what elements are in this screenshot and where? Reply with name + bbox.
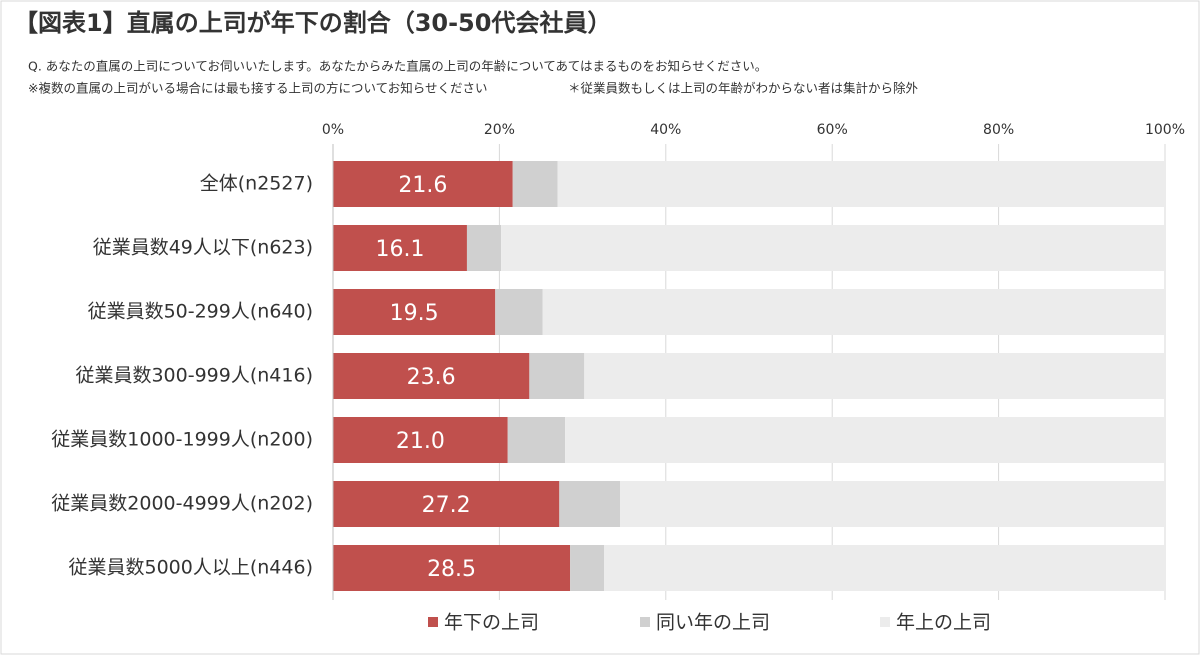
x-tick-label: 0%: [322, 122, 344, 138]
y-tick-label: 従業員数2000-4999人(n202): [51, 493, 313, 515]
legend-label: 同い年の上司: [656, 612, 770, 634]
legend-label: 年下の上司: [444, 612, 539, 634]
y-tick-label: 従業員数1000-1999人(n200): [51, 429, 313, 451]
y-tick-label: 従業員数50-299人(n640): [88, 301, 313, 323]
bar-segment: [333, 353, 530, 399]
question: Q. あなたの直属の上司についてお伺いいたします。あなたからみた直属の上司の年齢…: [28, 59, 767, 74]
x-tick-label: 100%: [1145, 122, 1185, 138]
bar-segment: [466, 225, 502, 271]
x-tick-label: 40%: [650, 122, 681, 138]
y-tick-label: 従業員数5000人以上(n446): [69, 557, 314, 579]
bar-segment: [584, 353, 1165, 399]
bar-segment: [333, 481, 560, 527]
note: ＊従業員数もしくは上司の年齢がわからない者は集計から除外: [568, 81, 919, 96]
bar-segment: [495, 289, 543, 335]
note: ※複数の直属の上司がいる場合には最も接する上司の方についてお知らせください: [28, 81, 487, 96]
legend-swatch: [880, 617, 890, 627]
data-label: 19.5: [390, 301, 439, 326]
legend-swatch: [640, 617, 650, 627]
data-label: 21.0: [396, 429, 445, 454]
bar-segment: [620, 481, 1165, 527]
legend-swatch: [428, 617, 438, 627]
bar-segment: [559, 481, 621, 527]
bar-segment: [507, 417, 566, 463]
x-tick-label: 80%: [983, 122, 1014, 138]
bar-segment: [542, 289, 1165, 335]
x-tick-label: 20%: [484, 122, 515, 138]
legend-label: 年上の上司: [896, 612, 991, 634]
data-label: 28.5: [427, 557, 476, 582]
bar-segment: [557, 161, 1165, 207]
y-tick-label: 全体(n2527): [200, 173, 313, 195]
bar-segment: [529, 353, 585, 399]
data-label: 16.1: [375, 237, 424, 262]
data-label: 23.6: [407, 365, 456, 390]
bar-segment: [333, 417, 508, 463]
bar-segment: [333, 225, 467, 271]
bar-segment: [512, 161, 558, 207]
bar-segment: [333, 161, 513, 207]
bar-segment: [501, 225, 1166, 271]
data-label: 21.6: [398, 173, 447, 198]
data-label: 27.2: [422, 493, 471, 518]
bar-segment: [604, 545, 1165, 591]
chart-title: 【図表1】直属の上司が年下の割合（30-50代会社員）: [14, 9, 611, 37]
y-tick-label: 従業員数300-999人(n416): [75, 365, 313, 387]
bar-segment: [565, 417, 1165, 463]
x-tick-label: 60%: [817, 122, 848, 138]
bar-segment: [333, 545, 571, 591]
bar-segment: [333, 289, 496, 335]
y-tick-label: 従業員数49人以下(n623): [93, 237, 313, 259]
bar-segment: [570, 545, 605, 591]
